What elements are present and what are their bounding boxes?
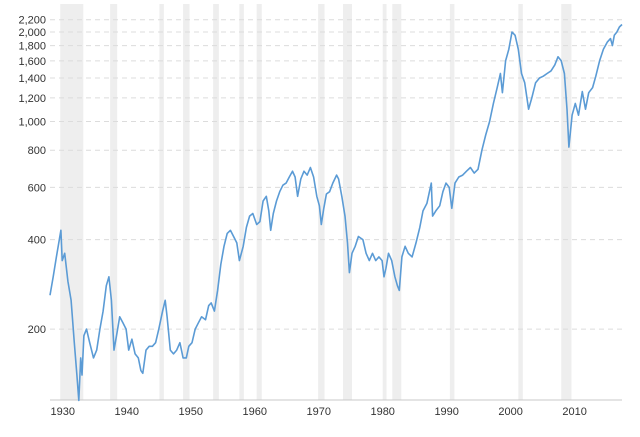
recession-band [392, 4, 402, 400]
x-tick-label: 2010 [562, 406, 586, 418]
recession-band [518, 4, 523, 400]
x-tick-label: 1950 [179, 406, 203, 418]
x-tick-label: 2000 [498, 406, 522, 418]
y-tick-label: 1,600 [18, 56, 46, 68]
y-tick-label: 2,000 [18, 27, 46, 39]
y-tick-label: 1,800 [18, 41, 46, 53]
series-line [49, 23, 623, 402]
recession-band [256, 4, 262, 400]
recession-band [213, 4, 219, 400]
x-tick-label: 1970 [306, 406, 330, 418]
y-tick-label: 1,200 [18, 93, 46, 105]
recession-band [343, 4, 352, 400]
y-tick-label: 400 [28, 235, 46, 247]
recession-band [561, 4, 572, 400]
x-tick-label: 1960 [243, 406, 267, 418]
recession-band [239, 4, 244, 400]
y-axis-labels: 200 400 600 800 1,000 1,200 1,400 1,600 1,800 2,0… [18, 15, 46, 336]
x-tick-label: 1990 [434, 406, 458, 418]
x-tick-label: 1930 [51, 406, 75, 418]
recession-band [159, 4, 164, 400]
y-tick-label: 800 [28, 145, 46, 157]
y-tick-label: 1,400 [18, 73, 46, 85]
y-tick-label: 600 [28, 182, 46, 194]
grid-lines [50, 19, 622, 330]
recession-band [60, 4, 84, 400]
recession-band [110, 4, 118, 400]
y-tick-label: 2,200 [18, 15, 46, 27]
recession-band [183, 4, 190, 400]
x-tick-label: 1940 [115, 406, 139, 418]
recession-band [382, 4, 387, 400]
x-axis-labels: 1930 1940 1950 1960 1970 1980 1990 2000 2010 [51, 406, 587, 418]
y-tick-label: 1,000 [18, 116, 46, 128]
recession-bands [60, 4, 572, 400]
y-tick-label: 200 [28, 324, 46, 336]
x-tick-label: 1980 [370, 406, 394, 418]
recession-band [318, 4, 325, 400]
